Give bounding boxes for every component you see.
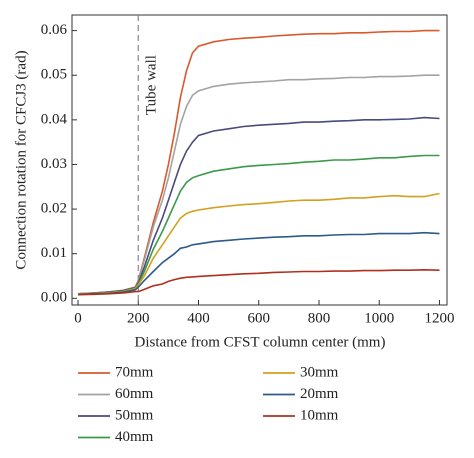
plot-frame	[71, 14, 448, 306]
series-line	[77, 29, 440, 295]
y-tick-label: 0.04	[41, 111, 68, 127]
x-tick-label: 1000	[364, 310, 394, 326]
y-tick-label: 0.05	[41, 67, 67, 83]
series-line	[77, 268, 440, 296]
x-tick-label: 800	[308, 310, 331, 326]
legend-label: 70mm	[115, 364, 154, 380]
x-axis-label: Distance from CFST column center (mm)	[135, 334, 386, 350]
series-line	[77, 116, 440, 295]
y-axis-label: Connection rotation for CFCJ3 (rad)	[13, 50, 29, 269]
legend-label: 60mm	[115, 386, 154, 402]
y-tick-label: 0.06	[41, 22, 68, 38]
series-line	[77, 74, 440, 295]
x-tick-label: 1200	[424, 310, 454, 326]
x-tick-label: 400	[187, 310, 210, 326]
x-tick-label: 600	[247, 310, 270, 326]
y-tick-label: 0.00	[41, 290, 67, 306]
annotation-text: Tube wall	[144, 55, 160, 115]
legend-label: 20mm	[300, 386, 339, 402]
legend-label: 40mm	[115, 429, 154, 445]
y-tick-label: 0.02	[41, 201, 67, 217]
x-tick-label: 0	[74, 310, 82, 326]
series-line	[77, 231, 440, 296]
x-tick-label: 200	[127, 310, 150, 326]
legend-label: 30mm	[300, 364, 339, 380]
legend-label: 50mm	[115, 407, 154, 423]
y-tick-label: 0.01	[41, 245, 67, 261]
y-tick-label: 0.03	[41, 156, 67, 172]
legend-label: 10mm	[300, 407, 339, 423]
series-line	[77, 192, 440, 295]
